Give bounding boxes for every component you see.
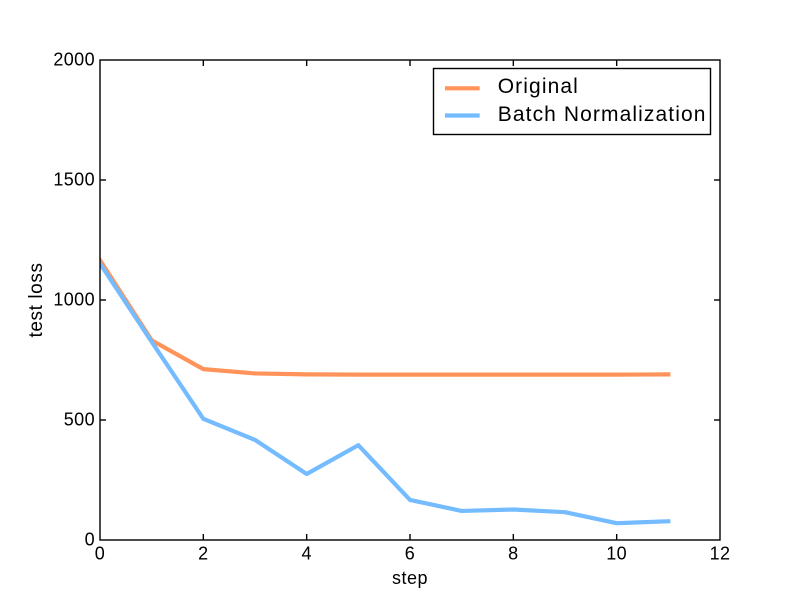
svg-text:test loss: test loss: [26, 262, 47, 337]
svg-text:500: 500: [64, 410, 95, 430]
svg-text:Original: Original: [498, 75, 579, 98]
svg-text:step: step: [392, 568, 428, 588]
svg-text:2000: 2000: [53, 50, 95, 70]
svg-text:4: 4: [301, 544, 311, 564]
svg-text:2: 2: [198, 544, 208, 564]
svg-text:0: 0: [95, 544, 105, 564]
svg-text:1000: 1000: [53, 290, 95, 310]
svg-text:12: 12: [710, 544, 731, 564]
svg-text:8: 8: [508, 544, 518, 564]
svg-text:1500: 1500: [53, 170, 95, 190]
svg-text:Batch Normalization: Batch Normalization: [498, 103, 707, 126]
svg-text:6: 6: [405, 544, 415, 564]
svg-text:10: 10: [606, 544, 627, 564]
svg-text:0: 0: [85, 530, 95, 550]
